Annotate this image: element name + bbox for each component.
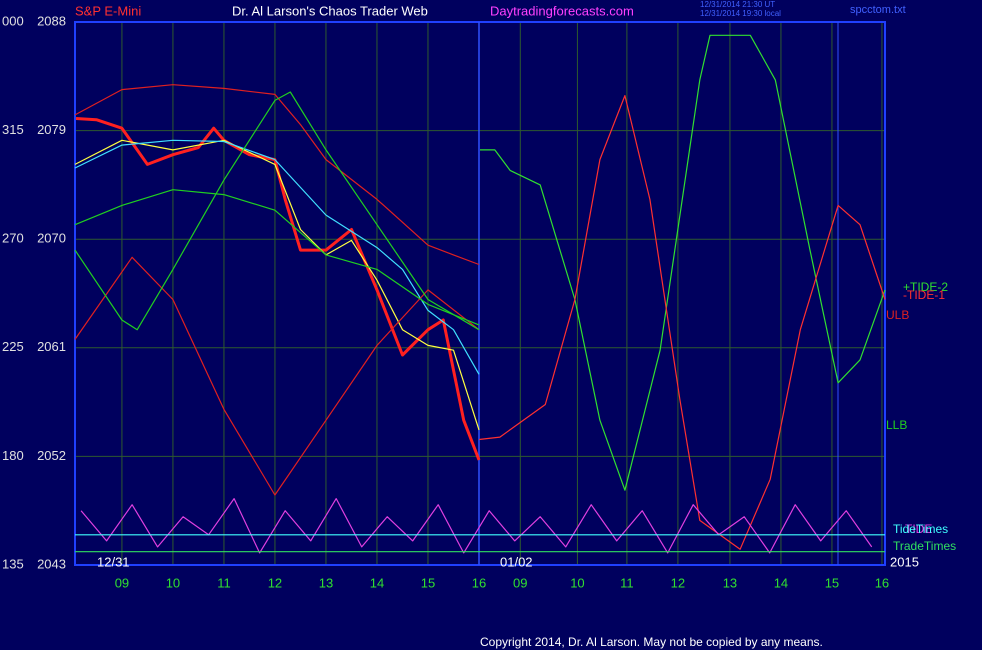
series-line (74, 189, 480, 326)
timestamp: 12/31/2014 21:30 UT (700, 0, 775, 9)
x-tick-label: 09 (115, 575, 129, 590)
x-tick-label: 11 (620, 575, 634, 590)
y-angle-label: 315 (2, 122, 24, 137)
timestamp: 12/31/2014 19:30 local (700, 9, 781, 18)
legend-label: TideTimes (893, 522, 948, 536)
x-tick-label: 13 (723, 575, 737, 590)
y-tick-label: 2043 (37, 556, 66, 571)
legend-label: -TIDE-1 (903, 288, 945, 302)
x-tick-label: 10 (570, 575, 584, 590)
chart-title: Dr. Al Larson's Chaos Trader Web (232, 3, 428, 18)
date-label: 12/31 (97, 554, 130, 569)
series-line (74, 139, 480, 375)
y-tick-label: 2088 (37, 13, 66, 28)
website: Daytradingforecasts.com (490, 3, 634, 18)
legend-label: LLB (886, 418, 907, 432)
x-tick-label: 16 (875, 575, 889, 590)
copyright: Copyright 2014, Dr. Al Larson. May not b… (480, 635, 823, 649)
x-tick-label: 14 (370, 575, 384, 590)
x-tick-label: 16 (472, 575, 486, 590)
x-tick-label: 09 (513, 575, 527, 590)
x-tick-label: 13 (319, 575, 333, 590)
date-label: 2015 (890, 554, 919, 569)
date-label: 01/02 (500, 554, 533, 569)
instrument: S&P E-Mini (75, 3, 141, 18)
y-tick-label: 2079 (37, 122, 66, 137)
legend-label: ULB (886, 308, 909, 322)
y-angle-label: 000 (2, 13, 24, 28)
file-name: spcctom.txt (850, 4, 906, 16)
series-line (478, 95, 886, 550)
legend-label: +TIDE-2 (903, 280, 948, 294)
series-line (74, 91, 480, 331)
plot-frame (74, 21, 886, 566)
legend-label: TIDE (905, 522, 932, 536)
series-line (74, 256, 480, 496)
legend-label: TradeTimes (893, 539, 956, 553)
x-tick-label: 15 (825, 575, 839, 590)
y-tick-label: 2070 (37, 231, 66, 246)
series-line (80, 498, 873, 554)
y-angle-label: 180 (2, 448, 24, 463)
x-tick-label: 12 (671, 575, 685, 590)
x-tick-label: 11 (217, 575, 231, 590)
x-tick-label: 14 (774, 575, 788, 590)
y-angle-label: 225 (2, 339, 24, 354)
x-tick-label: 12 (268, 575, 282, 590)
series-line (75, 117, 481, 461)
y-tick-label: 2061 (37, 339, 66, 354)
series-line (74, 84, 480, 266)
x-tick-label: 10 (166, 575, 180, 590)
series-line (480, 34, 886, 491)
x-tick-label: 15 (421, 575, 435, 590)
y-angle-label: 270 (2, 231, 24, 246)
y-tick-label: 2052 (37, 448, 66, 463)
y-angle-label: 135 (2, 556, 24, 571)
